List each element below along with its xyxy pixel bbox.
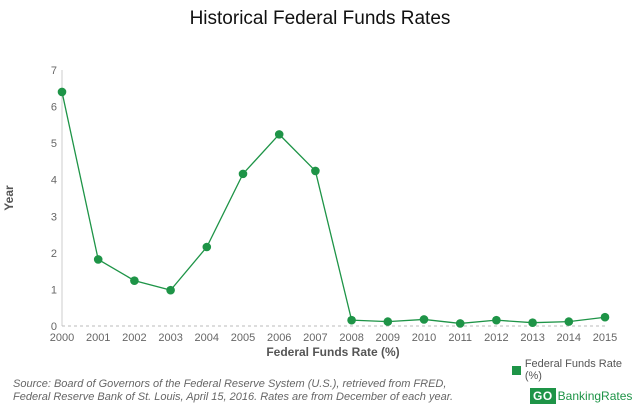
data-point [455,319,465,328]
x-axis-title: Federal Funds Rate (%) [266,345,399,359]
data-point [166,285,175,295]
data-point [57,87,67,97]
data-point [492,315,501,325]
data-point [528,318,537,328]
x-tick-label: 2010 [412,332,436,344]
data-point [311,166,320,176]
x-tick-label: 2005 [231,332,255,344]
data-point [130,276,139,285]
x-tick-label: 2015 [593,332,617,344]
y-tick-label: 1 [51,284,57,296]
x-tick-label: 2006 [267,332,291,344]
y-tick-label: 2 [51,248,57,260]
brand-logo-text: BankingRates [557,389,633,403]
series-line [61,91,606,325]
y-tick-label: 6 [51,102,57,114]
x-tick-label: 2002 [122,332,146,344]
y-tick-label: 7 [51,65,57,77]
legend-swatch [512,365,521,375]
data-point [564,317,574,326]
x-tick-label: 2013 [520,332,544,344]
x-tick-label: 2014 [557,332,581,344]
data-point [600,312,610,322]
y-axis-title: Year [2,185,16,211]
data-point [383,317,393,326]
data-point [274,130,284,139]
x-tick-label: 2011 [448,332,472,344]
data-point [238,169,248,179]
x-tick-label: 2003 [158,332,182,344]
y-tick-label: 4 [51,175,57,187]
x-tick-label: 2008 [339,332,363,344]
source-note: Source: Board of Governors of the Federa… [13,378,454,403]
data-point [419,315,429,324]
x-tick-label: 2004 [195,332,219,344]
data-point [93,255,103,264]
y-tick-label: 0 [51,321,57,333]
x-tick-label: 2007 [303,332,327,344]
brand-logo-box: GO [530,388,556,404]
data-point [347,315,356,325]
x-tick-label: 2001 [86,332,110,344]
y-tick-label: 3 [51,211,57,223]
legend: Federal Funds Rate (%) [512,358,640,382]
y-tick-label: 5 [51,138,57,150]
brand-logo: GO BankingRates [530,388,632,404]
chart-title: Historical Federal Funds Rates [189,8,451,29]
x-tick-label: 2009 [376,332,400,344]
x-tick-label: 2012 [484,332,508,344]
data-point [202,242,212,252]
legend-label: Federal Funds Rate (%) [524,358,623,382]
x-tick-label: 2000 [50,332,74,344]
